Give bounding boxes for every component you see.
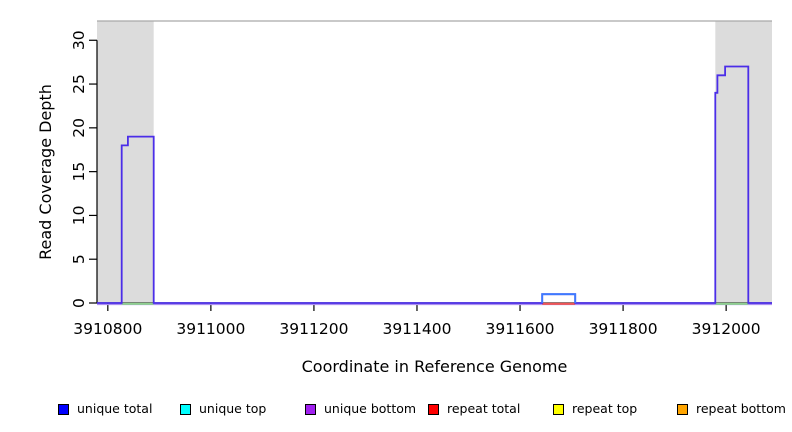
legend-item-unique-bottom: unique bottom	[305, 400, 416, 418]
y-axis-title: Read Coverage Depth	[36, 84, 55, 260]
series-unique-total	[97, 65, 772, 304]
legend-label: repeat top	[572, 401, 638, 416]
legend-item-unique-total: unique total	[58, 400, 152, 418]
y-tick-label: 25	[70, 74, 88, 94]
y-tick-label: 30	[70, 30, 88, 50]
y-tick-label: 15	[70, 162, 88, 182]
legend-item-unique-top: unique top	[180, 400, 266, 418]
x-tick-label: 3910800	[73, 320, 142, 338]
x-tick-label: 3911400	[382, 320, 451, 338]
series-bump-overdraw	[541, 293, 577, 303]
legend-label: unique bottom	[324, 401, 417, 416]
x-tick-label: 3912000	[692, 320, 761, 338]
x-tick-label: 3911600	[486, 320, 555, 338]
repeat-total-swatch-icon	[428, 403, 439, 415]
legend-item-repeat-top: repeat top	[553, 400, 637, 418]
shaded-region	[97, 21, 154, 303]
shaded-region	[715, 21, 772, 303]
legend-item-repeat-bottom: repeat bottom	[677, 400, 786, 418]
legend-label: repeat bottom	[696, 401, 786, 416]
unique-bottom-swatch-icon	[305, 403, 316, 415]
y-tick-label: 10	[70, 206, 88, 226]
y-tick-label: 20	[70, 118, 88, 138]
x-axis-title: Coordinate in Reference Genome	[301, 357, 568, 376]
y-tick-label: 5	[70, 254, 88, 264]
x-tick-label: 3911000	[176, 320, 245, 338]
repeat-top-swatch-icon	[553, 403, 564, 415]
y-tick-label: 0	[70, 298, 88, 308]
unique-top-swatch-icon	[180, 403, 191, 415]
legend: unique total unique top unique bottom re…	[0, 400, 792, 424]
legend-item-repeat-total: repeat total	[428, 400, 520, 418]
legend-label: unique total	[77, 401, 153, 416]
unique-total-swatch-icon	[58, 403, 69, 415]
legend-label: unique top	[199, 401, 267, 416]
legend-label: repeat total	[447, 401, 521, 416]
x-tick-label: 3911200	[279, 320, 348, 338]
x-tick-label: 3911800	[589, 320, 658, 338]
repeat-bottom-swatch-icon	[677, 403, 688, 415]
